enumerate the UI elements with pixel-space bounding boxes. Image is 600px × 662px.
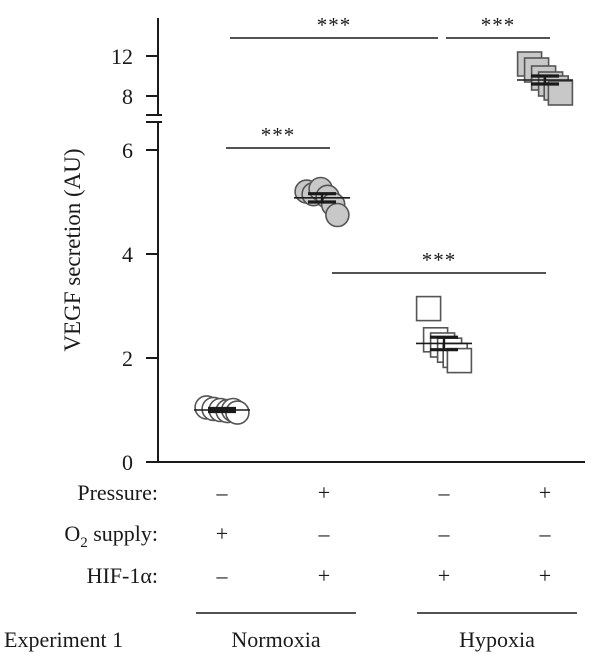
normoxia-label: Normoxia <box>231 627 320 652</box>
significance-label: *** <box>261 123 296 147</box>
lower-ticks: 0 2 4 6 <box>122 138 158 475</box>
data-point-square <box>446 347 473 374</box>
y-axis <box>146 18 162 462</box>
conditions-table: Pressure: – + – + O2 supply: + – – – HIF-1α: – + + + <box>64 480 551 588</box>
condition-row-label: Pressure: <box>77 480 158 505</box>
experiment-label: Experiment 1 <box>4 627 123 652</box>
data-point-square <box>415 295 442 322</box>
condition-row-label: HIF-1α: <box>87 563 158 588</box>
experiment-row: Experiment 1 Normoxia Hypoxia <box>4 612 577 652</box>
condition-cell: – <box>216 480 229 505</box>
condition-cell: + <box>438 563 450 588</box>
significance-label: *** <box>317 13 352 37</box>
condition-cell: + <box>318 480 330 505</box>
condition-cell: – <box>438 480 451 505</box>
tick-label-0: 0 <box>122 450 133 475</box>
condition-cell: – <box>539 521 552 546</box>
condition-cell: + <box>539 480 551 505</box>
data-point-circle <box>325 202 350 228</box>
condition-cell: + <box>318 563 330 588</box>
condition-cell: – <box>438 521 451 546</box>
significance-label: *** <box>422 248 457 272</box>
condition-cell: – <box>318 521 331 546</box>
condition-cell: – <box>216 563 229 588</box>
tick-label-12: 12 <box>111 44 133 69</box>
significance-bars: *** *** *** *** <box>226 13 550 274</box>
hypoxia-label: Hypoxia <box>459 627 535 652</box>
tick-label-4: 4 <box>122 242 133 267</box>
tick-label-2: 2 <box>122 346 133 371</box>
tick-label-8: 8 <box>122 84 133 109</box>
condition-cell: + <box>216 521 228 546</box>
y-axis-title: VEGF secretion (AU) <box>60 148 85 351</box>
significance-label: *** <box>481 13 516 37</box>
upper-ticks: 8 12 <box>111 44 158 109</box>
condition-row-label: O2 supply: <box>64 521 158 551</box>
tick-label-6: 6 <box>122 138 133 163</box>
data-marks <box>194 51 574 425</box>
condition-cell: + <box>539 563 551 588</box>
